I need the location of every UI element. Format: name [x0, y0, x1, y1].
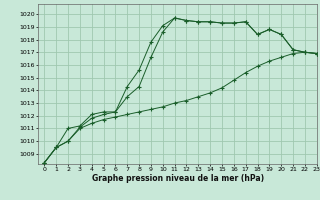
X-axis label: Graphe pression niveau de la mer (hPa): Graphe pression niveau de la mer (hPa)	[92, 174, 264, 183]
